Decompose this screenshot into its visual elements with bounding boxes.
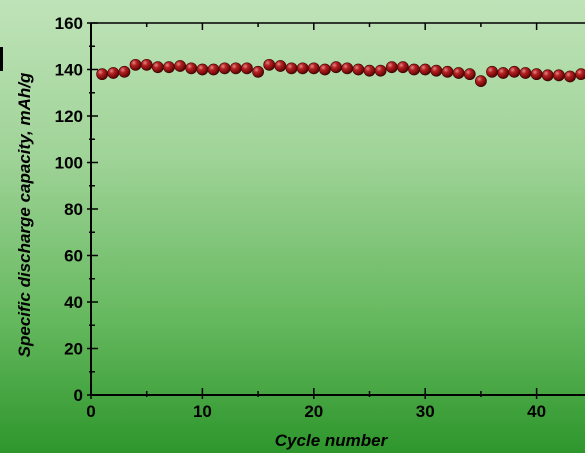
data-point: [129, 58, 142, 71]
x-tick-label: 10: [193, 402, 212, 421]
tick-labels: 0 20 40 60 80 100 120 140 160 0 10 20 30 40: [55, 14, 546, 421]
data-point: [408, 63, 420, 76]
data-point: [508, 65, 521, 78]
y-tick-label: 120: [55, 107, 83, 126]
data-point: [397, 61, 409, 74]
y-tick-label: 0: [74, 386, 83, 405]
data-point: [463, 68, 476, 81]
data-point: [530, 68, 543, 81]
data-point: [229, 62, 242, 75]
y-tick-label: 140: [55, 61, 83, 80]
data-point: [207, 63, 220, 76]
data-point: [497, 67, 510, 79]
data-point: [575, 68, 585, 81]
data-point: [564, 70, 576, 83]
data-point: [385, 61, 398, 74]
data-point: [307, 62, 320, 75]
data-point: [107, 67, 120, 79]
data-point: [196, 63, 209, 76]
x-axis-label: Cycle number: [275, 431, 389, 450]
y-tick-label: 60: [64, 247, 83, 266]
data-point: [352, 63, 365, 76]
x-tick-label: 40: [527, 402, 546, 421]
data-point: [263, 58, 276, 71]
y-tick-label: 100: [55, 154, 83, 173]
data-point: [541, 69, 554, 82]
data-points: [96, 58, 585, 88]
tick-marks: [87, 22, 538, 399]
data-point: [163, 61, 175, 74]
data-point: [174, 60, 187, 72]
data-point: [96, 68, 109, 81]
x-tick-label: 30: [416, 402, 435, 421]
data-point: [419, 63, 432, 76]
left-edge-mark: [0, 47, 3, 71]
data-point: [374, 64, 387, 77]
data-point: [441, 65, 454, 78]
data-point: [296, 62, 309, 75]
data-point: [274, 60, 287, 72]
data-point: [330, 61, 342, 74]
y-tick-label: 40: [64, 293, 83, 312]
data-point: [474, 75, 487, 88]
data-point: [486, 65, 498, 78]
data-point: [151, 61, 164, 74]
data-point: [452, 67, 465, 79]
data-point: [241, 62, 253, 75]
y-tick-label: 20: [64, 340, 83, 359]
x-tick-label: 0: [86, 402, 95, 421]
data-point: [118, 65, 131, 78]
y-tick-label: 160: [55, 14, 83, 33]
data-point: [218, 62, 231, 75]
data-point: [185, 62, 198, 75]
y-axis-label: Specific discharge capacity, mAh/g: [15, 72, 34, 357]
data-point: [252, 65, 264, 78]
data-point: [363, 64, 376, 77]
y-tick-label: 80: [64, 200, 83, 219]
data-point: [140, 58, 153, 71]
data-point: [519, 67, 532, 79]
data-point: [341, 62, 354, 75]
data-point: [285, 62, 298, 75]
data-point: [552, 69, 565, 82]
data-point: [319, 63, 331, 76]
x-tick-label: 20: [304, 402, 323, 421]
data-point: [430, 64, 443, 77]
